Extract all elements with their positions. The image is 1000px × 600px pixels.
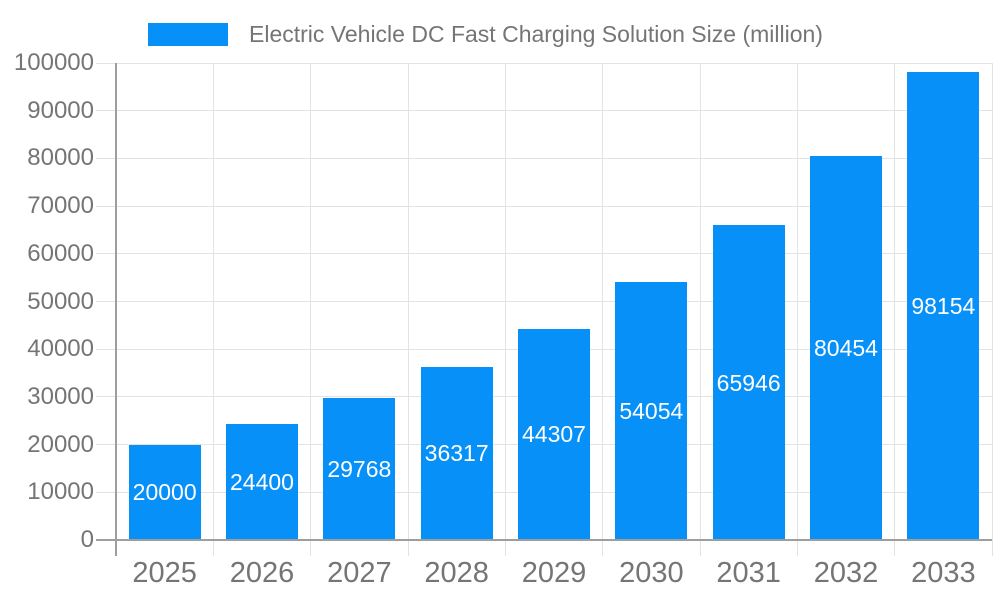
- x-axis-tick-label: 2026: [229, 557, 295, 589]
- gridline-vertical: [310, 63, 312, 556]
- gridline-horizontal: [96, 205, 992, 207]
- y-axis-tick-label: 100000: [13, 49, 94, 76]
- x-axis-tick-label: 2030: [619, 557, 684, 589]
- gridline-horizontal: [96, 301, 992, 302]
- x-axis-tick-label: 2027: [327, 557, 392, 589]
- y-axis-tick-label: 20000: [27, 430, 94, 458]
- x-axis-tick-label: 2028: [424, 557, 489, 589]
- gridline-horizontal: [96, 157, 992, 159]
- gridline-vertical: [504, 63, 506, 556]
- y-axis-line: [115, 63, 117, 556]
- legend-swatch[interactable]: [148, 22, 228, 46]
- bar-2033[interactable]: 98154: [907, 71, 980, 540]
- gridline-horizontal: [96, 62, 992, 64]
- bar-2028[interactable]: 36317: [420, 366, 493, 540]
- bar-2027[interactable]: 29768: [323, 398, 396, 540]
- bar-2026[interactable]: 24400: [226, 423, 298, 540]
- gridline-vertical: [407, 63, 409, 556]
- y-axis-tick-label: 50000: [27, 287, 94, 315]
- y-axis-tick-label: 80000: [27, 144, 94, 172]
- gridline-horizontal: [96, 110, 992, 112]
- y-axis-tick-label: 90000: [27, 96, 94, 124]
- bar-value-label: 36317: [424, 440, 489, 467]
- bar-2031[interactable]: 65946: [712, 225, 785, 540]
- x-axis-line: [96, 538, 992, 541]
- y-axis-tick-label: 30000: [27, 382, 94, 410]
- bar-2025[interactable]: 20000: [128, 444, 201, 540]
- x-axis-tick-label: 2032: [813, 557, 879, 589]
- chart-legend[interactable]: Electric Vehicle DC Fast Charging Soluti…: [148, 21, 823, 47]
- gridline-vertical: [699, 63, 701, 556]
- bar-value-label: 80454: [814, 335, 878, 362]
- legend-label: Electric Vehicle DC Fast Charging Soluti…: [249, 21, 823, 47]
- bar-value-label: 24400: [230, 468, 294, 495]
- gridline-horizontal: [96, 253, 992, 255]
- y-axis-tick-label: 40000: [27, 335, 94, 363]
- gridline-vertical: [212, 63, 214, 556]
- bar-value-label: 44307: [522, 421, 586, 448]
- bar-2029[interactable]: 44307: [518, 328, 590, 540]
- gridline-vertical: [991, 63, 993, 556]
- bar-2030[interactable]: 54054: [615, 282, 688, 540]
- gridline-vertical: [602, 63, 604, 556]
- y-axis-tick-label: 10000: [27, 478, 94, 506]
- bar-value-label: 29768: [327, 455, 392, 482]
- bar-value-label: 98154: [911, 292, 976, 319]
- bar-value-label: 20000: [132, 479, 197, 506]
- x-axis-tick-label: 2025: [132, 557, 197, 589]
- y-axis-tick-label: 70000: [27, 192, 94, 220]
- bar-value-label: 65946: [716, 369, 781, 396]
- gridline-vertical: [796, 63, 798, 556]
- bar-2032[interactable]: 80454: [810, 156, 882, 540]
- x-axis-tick-label: 2029: [521, 557, 587, 589]
- x-axis-tick-label: 2031: [716, 557, 781, 589]
- x-axis-tick-label: 2033: [911, 557, 976, 589]
- y-axis-tick-label: 60000: [27, 239, 94, 267]
- y-axis-tick-label: 0: [80, 526, 94, 553]
- gridline-vertical: [894, 63, 896, 556]
- bar-value-label: 54054: [619, 398, 684, 425]
